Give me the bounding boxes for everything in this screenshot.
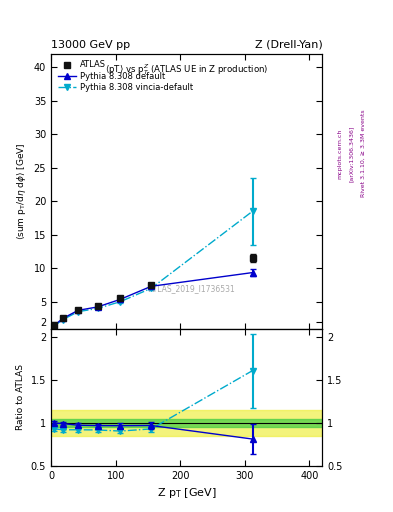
Bar	[51, 410, 322, 436]
Text: Z (Drell-Yan): Z (Drell-Yan)	[255, 39, 322, 50]
Text: $\langle$pT$\rangle$ vs p$_T^Z$ (ATLAS UE in Z production): $\langle$pT$\rangle$ vs p$_T^Z$ (ATLAS U…	[105, 62, 268, 77]
Text: 13000 GeV pp: 13000 GeV pp	[51, 39, 130, 50]
Y-axis label: $\langle$sum p$_{\rm T}$/d$\eta$ d$\phi\rangle$ [GeV]: $\langle$sum p$_{\rm T}$/d$\eta$ d$\phi\…	[15, 142, 28, 240]
Text: [arXiv:1306.3436]: [arXiv:1306.3436]	[349, 125, 354, 182]
X-axis label: Z p$_{\rm T}$ [GeV]: Z p$_{\rm T}$ [GeV]	[157, 486, 217, 500]
Text: Rivet 3.1.10, ≥ 3.3M events: Rivet 3.1.10, ≥ 3.3M events	[361, 110, 366, 198]
Bar	[51, 419, 322, 428]
Text: mcplots.cern.ch: mcplots.cern.ch	[338, 129, 342, 179]
Y-axis label: Ratio to ATLAS: Ratio to ATLAS	[16, 364, 25, 430]
Text: ATLAS_2019_I1736531: ATLAS_2019_I1736531	[149, 284, 235, 293]
Legend: ATLAS, Pythia 8.308 default, Pythia 8.308 vincia-default: ATLAS, Pythia 8.308 default, Pythia 8.30…	[55, 58, 196, 94]
